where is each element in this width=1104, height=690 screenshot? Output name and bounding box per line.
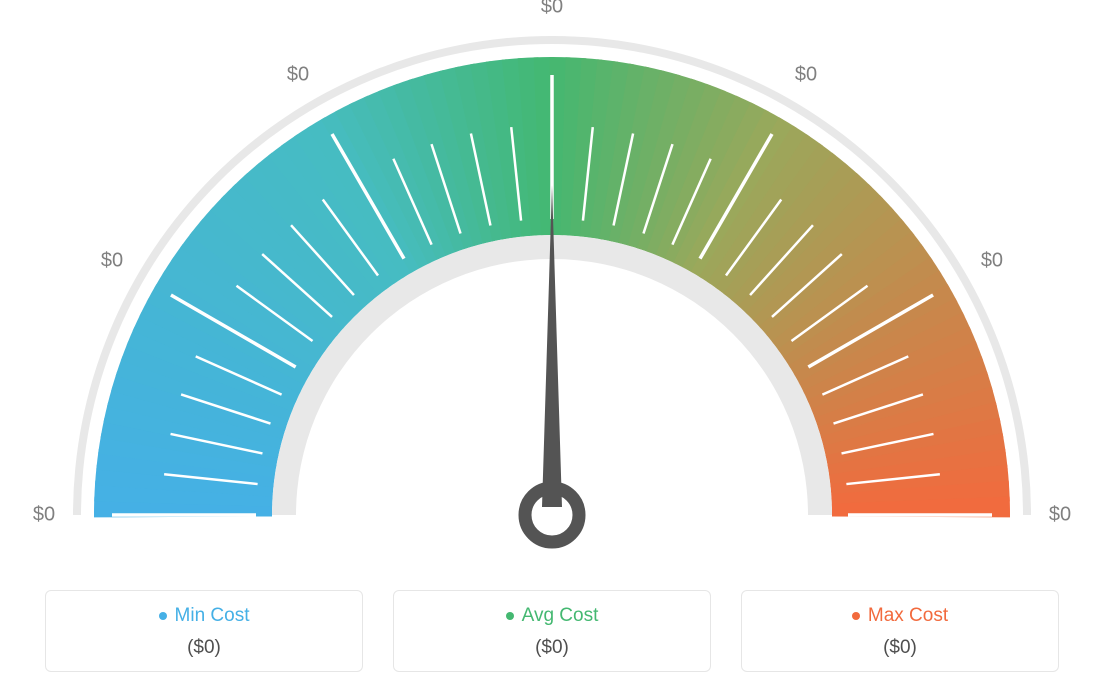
legend-avg-value: ($0): [404, 637, 700, 659]
gauge-tick-label: $0: [795, 64, 817, 87]
gauge-tick-label: $0: [981, 250, 1003, 273]
gauge-tick-label: $0: [1049, 504, 1071, 527]
legend-max-value: ($0): [752, 637, 1048, 659]
legend-min-value: ($0): [56, 637, 352, 659]
legend-min-text: Min Cost: [175, 605, 250, 626]
gauge-area: $0 $0 $0 $0 $0 $0 $0: [0, 0, 1104, 570]
legend-row: Min Cost ($0) Avg Cost ($0) Max Cost ($0…: [45, 590, 1059, 672]
gauge-tick-label: $0: [287, 64, 309, 87]
legend-avg-text: Avg Cost: [522, 605, 599, 626]
gauge-svg: [0, 0, 1104, 570]
legend-max-label: Max Cost: [752, 605, 1048, 627]
legend-avg-box: Avg Cost ($0): [393, 590, 711, 672]
legend-max-dot: [852, 612, 860, 620]
legend-max-box: Max Cost ($0): [741, 590, 1059, 672]
legend-min-dot: [159, 612, 167, 620]
legend-max-text: Max Cost: [868, 605, 948, 626]
gauge-tick-label: $0: [33, 504, 55, 527]
cost-gauge-widget: $0 $0 $0 $0 $0 $0 $0 Min Cost ($0) Avg Cost ($…: [0, 0, 1104, 690]
legend-min-box: Min Cost ($0): [45, 590, 363, 672]
gauge-tick-label: $0: [541, 0, 563, 19]
legend-avg-label: Avg Cost: [404, 605, 700, 627]
gauge-tick-label: $0: [101, 250, 123, 273]
legend-min-label: Min Cost: [56, 605, 352, 627]
legend-avg-dot: [506, 612, 514, 620]
